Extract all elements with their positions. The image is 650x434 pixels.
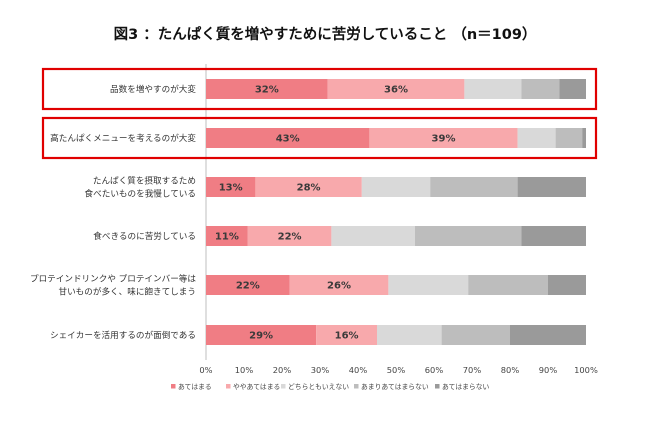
x-tick-label: 60% — [425, 365, 444, 375]
x-tick-label: 40% — [349, 365, 368, 375]
bar-segment — [206, 226, 248, 246]
bar-segment — [369, 128, 518, 148]
data-label: 26% — [327, 281, 351, 292]
bar-segment — [377, 325, 442, 345]
category-label: たんぱく質を摂取するため — [93, 175, 196, 187]
x-tick-label: 70% — [463, 365, 482, 375]
data-label: 39% — [432, 134, 456, 145]
data-label: 43% — [276, 134, 300, 145]
bar-segment — [255, 177, 362, 197]
legend-swatch — [171, 384, 176, 389]
x-tick-label: 50% — [387, 365, 406, 375]
bar-segment — [430, 177, 518, 197]
data-label: 32% — [255, 85, 279, 96]
category-label: プロテインドリンクや プロテインバー等は — [30, 273, 196, 285]
category-label: 食べきるのに苦労している — [93, 230, 196, 242]
legend: あてはまる ややあてはまる どちらともいえない あまりあてはまらない あてはまらない — [171, 383, 490, 391]
x-tick-label: 0% — [199, 365, 212, 375]
data-label: 22% — [236, 281, 260, 292]
legend-swatch — [354, 384, 359, 389]
legend-swatch — [226, 384, 231, 389]
bar-segment — [361, 177, 431, 197]
bar-segment — [510, 325, 586, 345]
data-label: 36% — [384, 85, 408, 96]
chart-title: 図3 ：たんぱく質を増やすために苦労していること （n＝109） — [114, 25, 537, 43]
plot-area: 32% 36% 品数を増やすのが大変 43% 39% 高たんぱくメニューを考えるのが大変 1… — [30, 64, 598, 375]
category-label: 高たんぱくメニューを考えるのが大変 — [50, 132, 196, 144]
x-tick-label: 30% — [311, 365, 330, 375]
bar-segment — [559, 79, 586, 99]
bar-segment — [327, 79, 465, 99]
highlight-box — [41, 67, 598, 111]
category-label: シェイカーを活用するのが面倒である — [50, 329, 196, 341]
data-label: 16% — [335, 331, 359, 342]
bar-segment — [316, 325, 377, 345]
legend-label: どちらともいえない — [288, 383, 349, 391]
data-label: 28% — [297, 183, 321, 194]
x-tick-label: 10% — [235, 365, 254, 375]
data-label: 29% — [249, 331, 273, 342]
bar-segment — [468, 275, 548, 295]
bar-segment — [206, 275, 290, 295]
bar-segment — [517, 128, 556, 148]
highlight-box — [41, 116, 598, 160]
legend-label: あてはまる — [178, 383, 212, 391]
bar-segment — [331, 226, 415, 246]
data-label: 22% — [278, 232, 302, 243]
x-tick-label: 80% — [501, 365, 520, 375]
legend-swatch — [281, 384, 286, 389]
bar-segment — [555, 128, 583, 148]
x-tick-label: 100% — [574, 365, 598, 375]
bar-segment — [521, 79, 560, 99]
category-label: 甘いものが多く、味に飽きてしまう — [58, 286, 196, 298]
legend-label: あてはまらない — [442, 383, 490, 391]
bar-segment — [289, 275, 389, 295]
bar-segment — [441, 325, 510, 345]
category-label: 食べたいものを我慢している — [85, 188, 196, 200]
bar-segment — [206, 79, 328, 99]
legend-swatch — [435, 384, 440, 389]
bar-segment — [388, 275, 469, 295]
bar-segment — [521, 226, 586, 246]
bar-segment — [206, 325, 317, 345]
bar-segment — [582, 128, 586, 148]
data-label: 13% — [219, 183, 243, 194]
bar-segment — [464, 79, 522, 99]
legend-label: あまりあてはまらない — [361, 383, 429, 391]
legend-label: ややあてはまる — [233, 383, 280, 391]
x-tick-label: 20% — [273, 365, 292, 375]
bar-segment — [548, 275, 586, 295]
category-label: 品数を増やすのが大変 — [110, 83, 196, 95]
data-label: 11% — [215, 232, 239, 243]
bar-segment — [206, 128, 370, 148]
bar-segment — [415, 226, 522, 246]
bar-segment — [517, 177, 586, 197]
x-tick-label: 90% — [539, 365, 558, 375]
bar-segment — [206, 177, 256, 197]
bar-segment — [247, 226, 332, 246]
